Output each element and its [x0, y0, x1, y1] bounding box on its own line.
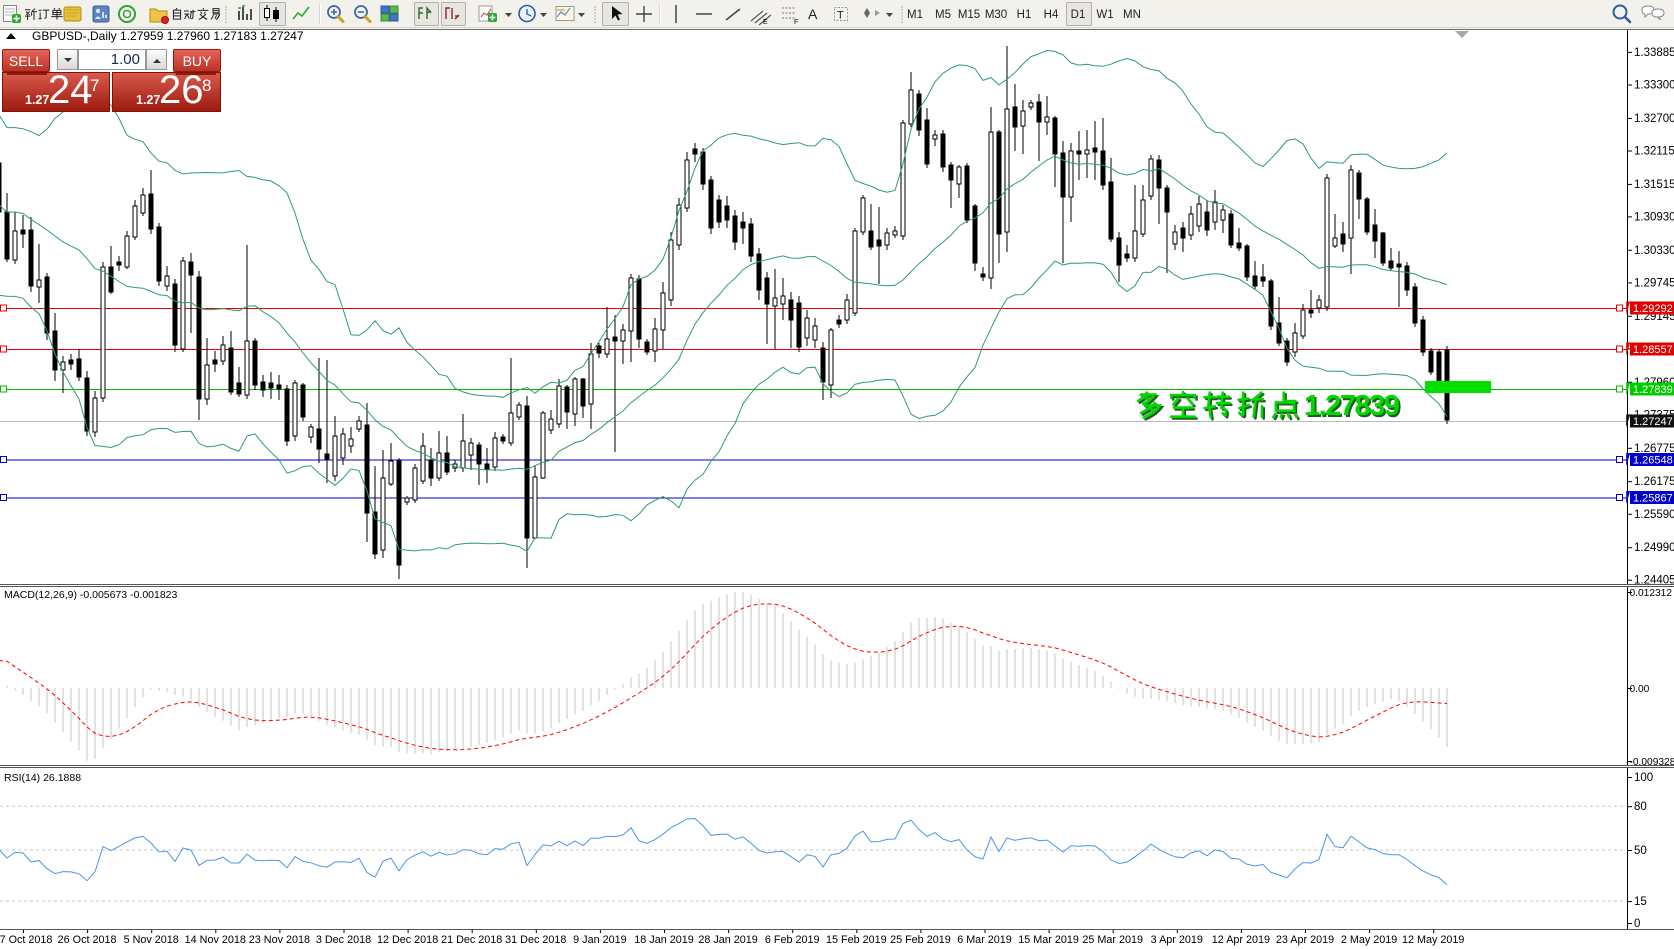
svg-text:17 Oct 2018: 17 Oct 2018 [0, 934, 52, 946]
svg-text:18 Jan 2019: 18 Jan 2019 [634, 934, 693, 946]
svg-text:12 May 2019: 12 May 2019 [1402, 934, 1464, 946]
svg-text:14 Nov 2018: 14 Nov 2018 [185, 934, 246, 946]
svg-text:RSI(14) 26.1888: RSI(14) 26.1888 [4, 772, 81, 784]
svg-text:21 Dec 2018: 21 Dec 2018 [441, 934, 502, 946]
svg-text:1.24405: 1.24405 [1634, 575, 1674, 587]
svg-text:23 Apr 2019: 23 Apr 2019 [1276, 934, 1334, 946]
svg-text:3 Apr 2019: 3 Apr 2019 [1151, 934, 1203, 946]
svg-text:80: 80 [1634, 801, 1647, 813]
svg-text:F: F [794, 19, 798, 26]
svg-text:50: 50 [1634, 845, 1647, 857]
svg-text:15 Feb 2019: 15 Feb 2019 [826, 934, 887, 946]
svg-text:M5: M5 [935, 9, 951, 21]
svg-text:1.29292: 1.29292 [1633, 303, 1673, 315]
svg-text:1.33300: 1.33300 [1634, 80, 1674, 92]
svg-text:1.27247: 1.27247 [1633, 416, 1673, 428]
svg-text:GBPUSD-,Daily 1.27959 1.27960: GBPUSD-,Daily 1.27959 1.27960 1.27183 1.… [32, 29, 304, 43]
svg-text:1.29745: 1.29745 [1634, 277, 1674, 289]
svg-text:M30: M30 [985, 9, 1007, 21]
svg-text:MACD(12,26,9) -0.005673 -0.001: MACD(12,26,9) -0.005673 -0.001823 [4, 589, 178, 601]
svg-text:W1: W1 [1096, 9, 1113, 21]
svg-text:1.27839: 1.27839 [1306, 392, 1402, 424]
svg-text:1.25590: 1.25590 [1634, 509, 1674, 521]
svg-text:1.32115: 1.32115 [1634, 146, 1674, 158]
svg-text:6 Mar 2019: 6 Mar 2019 [957, 934, 1012, 946]
svg-text:1.26175: 1.26175 [1634, 476, 1674, 488]
svg-text:MN: MN [1123, 9, 1141, 21]
svg-text:M15: M15 [958, 9, 980, 21]
svg-text:M1: M1 [907, 9, 923, 21]
svg-text:100: 100 [1634, 772, 1653, 784]
svg-text:-0.009328: -0.009328 [1630, 757, 1674, 768]
svg-text:1.25867: 1.25867 [1633, 493, 1673, 505]
svg-text:5 Nov 2018: 5 Nov 2018 [124, 934, 179, 946]
svg-text:H4: H4 [1044, 9, 1059, 21]
svg-text:28 Jan 2019: 28 Jan 2019 [698, 934, 757, 946]
svg-text:23 Nov 2018: 23 Nov 2018 [249, 934, 310, 946]
svg-text:1.26775: 1.26775 [1634, 443, 1674, 455]
svg-text:6 Feb 2019: 6 Feb 2019 [765, 934, 820, 946]
svg-text:1.33885: 1.33885 [1634, 47, 1674, 59]
svg-text:1.26548: 1.26548 [1633, 455, 1673, 467]
svg-text:25 Feb 2019: 25 Feb 2019 [890, 934, 951, 946]
svg-text:15: 15 [1634, 896, 1647, 908]
svg-text:12 Apr 2019: 12 Apr 2019 [1212, 934, 1270, 946]
svg-text:1.31515: 1.31515 [1634, 179, 1674, 191]
svg-text:1.32700: 1.32700 [1634, 113, 1674, 125]
svg-text:26 Oct 2018: 26 Oct 2018 [58, 934, 117, 946]
svg-text:1.30930: 1.30930 [1634, 211, 1674, 223]
svg-text:12 Dec 2018: 12 Dec 2018 [377, 934, 438, 946]
svg-text:3 Dec 2018: 3 Dec 2018 [316, 934, 371, 946]
svg-text:0.00: 0.00 [1630, 684, 1650, 695]
svg-text:A: A [808, 6, 818, 22]
svg-text:1.27839: 1.27839 [1304, 390, 1400, 422]
svg-text:31 Dec 2018: 31 Dec 2018 [505, 934, 566, 946]
svg-text:T: T [837, 10, 844, 22]
svg-text:25 Mar 2019: 25 Mar 2019 [1082, 934, 1143, 946]
svg-text:E: E [763, 19, 768, 26]
svg-text:1.28557: 1.28557 [1633, 344, 1673, 356]
svg-text:1.24990: 1.24990 [1634, 542, 1674, 554]
svg-text:0: 0 [1634, 918, 1640, 930]
svg-text:1.27839: 1.27839 [1633, 384, 1673, 396]
svg-text:1.30330: 1.30330 [1634, 245, 1674, 257]
svg-text:15 Mar 2019: 15 Mar 2019 [1018, 934, 1079, 946]
svg-text:0.012312: 0.012312 [1630, 588, 1673, 599]
svg-text:2 May 2019: 2 May 2019 [1341, 934, 1397, 946]
svg-text:9 Jan 2019: 9 Jan 2019 [573, 934, 626, 946]
svg-text:D1: D1 [1071, 9, 1086, 21]
svg-text:H1: H1 [1017, 9, 1032, 21]
